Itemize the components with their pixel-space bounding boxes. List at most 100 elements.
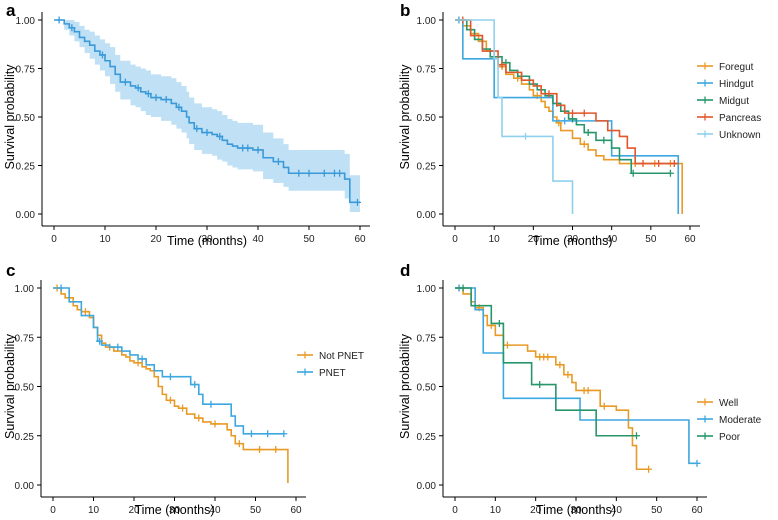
censor-mark-well — [600, 402, 608, 410]
legend: Foregut Hindgut Midgut Pancreas Unknown — [697, 62, 761, 141]
censor-mark-all-patients — [203, 129, 211, 137]
censor-mark-pnet — [114, 343, 122, 351]
x-tick-label: 20 — [530, 505, 542, 516]
censor-mark-hindgut — [561, 117, 569, 125]
x-tick-label: 60 — [290, 505, 302, 516]
censor-mark-moderate — [693, 459, 701, 467]
survival-curve-well — [455, 287, 649, 471]
censor-mark-midgut — [584, 129, 592, 137]
y-tick-label: 0.25 — [417, 432, 437, 443]
censor-mark-unknown — [522, 132, 529, 140]
y-tick-label: 0.00 — [16, 210, 36, 221]
x-axis-title: Time (months) — [167, 234, 247, 248]
censor-mark-all-patients — [193, 125, 201, 133]
km-panel-a: a 0.00 0.25 0.50 0.75 1.00 0 10 20 30 40 50 60 Time (… — [3, 1, 370, 248]
x-tick-label: 0 — [452, 505, 458, 516]
x-tick-label: 40 — [606, 234, 618, 245]
y-tick-label: 0.50 — [417, 383, 437, 394]
censor-mark-all-patients — [55, 16, 63, 24]
censor-mark-not-pnet — [195, 414, 203, 422]
y-tick-label: 0.50 — [16, 113, 36, 124]
censor-mark-all-patients — [320, 169, 328, 177]
y-tick-label: 1.00 — [417, 16, 437, 27]
survival-curve-pancreas — [455, 19, 679, 165]
censor-mark-all-patients — [274, 158, 282, 166]
censor-mark-not-pnet — [235, 440, 243, 448]
legend-label: Foregut — [719, 62, 754, 73]
survival-curve-not-pnet — [53, 287, 289, 484]
x-tick-label: 30 — [169, 505, 181, 516]
legend-label: Well — [719, 398, 738, 409]
censor-mark-all-patients — [244, 144, 252, 152]
censor-mark-all-patients — [216, 132, 224, 140]
x-tick-label: 40 — [611, 505, 623, 516]
y-tick-label: 0.25 — [417, 162, 437, 173]
censor-mark-well — [503, 341, 511, 349]
legend-label: Midgut — [719, 96, 749, 107]
x-tick-label: 50 — [250, 505, 262, 516]
x-tick-label: 20 — [128, 505, 140, 516]
censor-mark-pancreas — [498, 61, 506, 69]
censor-mark-all-patients — [336, 169, 344, 177]
censor-mark-all-patients — [295, 169, 303, 177]
x-tick-label: 20 — [150, 234, 162, 245]
y-tick-label: 0.00 — [15, 481, 35, 492]
censor-mark-pnet — [264, 430, 272, 438]
censor-mark-pancreas — [639, 160, 647, 168]
censor-mark-not-pnet — [272, 446, 280, 454]
panel-label: d — [400, 261, 410, 280]
censor-mark-well — [564, 371, 572, 379]
survival-curve-poor — [455, 287, 637, 437]
x-tick-label: 10 — [489, 234, 501, 245]
x-tick-label: 60 — [691, 505, 703, 516]
x-tick-label: 60 — [684, 234, 696, 245]
legend-label: Moderate — [719, 415, 762, 426]
y-tick-label: 0.25 — [15, 432, 35, 443]
x-tick-label: 0 — [452, 234, 458, 245]
censor-mark-all-patients — [162, 96, 170, 104]
censor-mark-all-patients — [353, 198, 361, 206]
km-panel-d: d 0.00 0.25 0.50 0.75 1.00 0 10 20 30 40 50 60 Time (… — [398, 261, 762, 517]
survival-curve-midgut — [455, 19, 671, 175]
y-tick-label: 0.25 — [16, 162, 36, 173]
y-axis-title: Survival probability — [3, 64, 17, 170]
x-tick-label: 50 — [651, 505, 663, 516]
censor-mark-foregut — [580, 140, 588, 148]
y-tick-label: 0.75 — [417, 65, 437, 76]
censor-mark-pnet — [96, 337, 104, 345]
censor-mark-not-pnet — [256, 446, 264, 454]
x-tick-label: 30 — [570, 505, 582, 516]
panel-label: c — [6, 261, 15, 280]
y-axis-title: Survival probability — [3, 333, 17, 439]
survival-curve-pnet — [53, 287, 284, 435]
censor-mark-poor — [633, 432, 640, 440]
legend-label: Pancreas — [719, 113, 761, 124]
y-tick-label: 0.50 — [417, 113, 437, 124]
censor-mark-well — [544, 353, 552, 361]
censor-mark-all-patients — [121, 78, 129, 86]
x-axis-title: Time (months) — [532, 234, 612, 248]
censor-mark-pancreas — [670, 160, 678, 168]
y-tick-label: 1.00 — [15, 284, 35, 295]
censor-mark-all-patients — [144, 90, 152, 98]
survival-curve-hindgut — [455, 19, 680, 214]
censor-mark-not-pnet — [166, 396, 174, 404]
y-axis-title: Survival probability — [398, 64, 412, 170]
y-tick-label: 1.00 — [16, 16, 36, 27]
y-tick-label: 0.50 — [15, 383, 35, 394]
x-tick-label: 40 — [252, 234, 264, 245]
panel-label: b — [400, 1, 410, 20]
x-tick-label: 10 — [490, 505, 502, 516]
km-panel-c: c 0.00 0.25 0.50 0.75 1.00 0 10 20 30 40 50 60 Time (… — [3, 261, 364, 517]
panel-label: a — [6, 1, 16, 20]
x-tick-label: 10 — [88, 505, 100, 516]
x-axis-title: Time (months) — [536, 503, 616, 517]
censor-mark-not-pnet — [134, 359, 142, 367]
x-tick-label: 60 — [354, 234, 366, 245]
censor-mark-poor — [459, 284, 467, 292]
censor-mark-all-patients — [98, 51, 106, 59]
censor-mark-pnet — [166, 373, 174, 381]
survival-curve-moderate — [455, 287, 697, 465]
censor-mark-pancreas — [655, 160, 663, 168]
